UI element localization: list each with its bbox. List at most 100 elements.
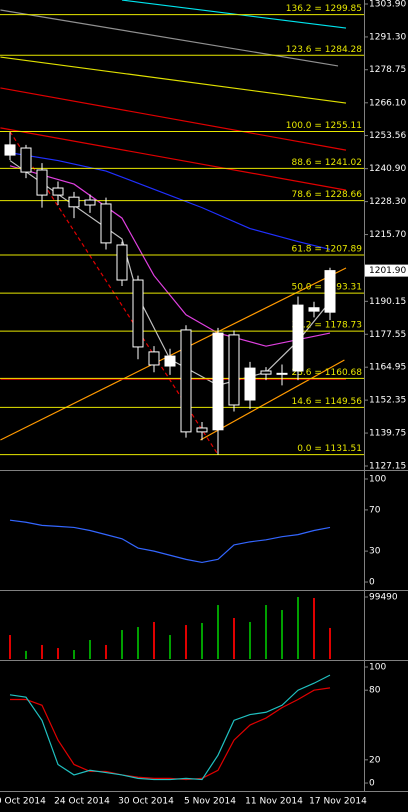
fib-label: 136.2 = 1299.85 bbox=[286, 4, 362, 14]
fib-label: 61.8 = 1207.89 bbox=[291, 244, 362, 254]
volume-bar bbox=[233, 617, 235, 659]
panel bbox=[9, 597, 331, 659]
y-tick-label: 30 bbox=[369, 547, 381, 557]
fib-label: 88.6 = 1241.02 bbox=[291, 158, 362, 168]
y-tick-label: 1139.75 bbox=[369, 429, 406, 439]
y-tick-label: 1190.15 bbox=[369, 297, 406, 307]
overlay-line bbox=[9, 152, 331, 251]
y-tick-label: 0 bbox=[369, 779, 375, 789]
y-tick-label: 1152.35 bbox=[369, 396, 406, 406]
candle-body bbox=[324, 270, 336, 313]
volume-bar bbox=[265, 605, 267, 659]
x-tick-label: 17 Nov 2014 bbox=[309, 797, 367, 807]
overlay-line bbox=[0, 56, 347, 104]
volume-bar bbox=[137, 627, 139, 659]
candle-body bbox=[84, 199, 96, 206]
candle-body bbox=[292, 304, 304, 372]
fib-label: 100.0 = 1255.11 bbox=[286, 121, 362, 131]
candle-body bbox=[20, 147, 32, 173]
y-tick-label: 1291.30 bbox=[369, 32, 406, 42]
candle-body bbox=[196, 427, 208, 433]
volume-bar bbox=[297, 597, 299, 659]
overlay-line bbox=[0, 127, 347, 191]
last-price-label: 1201.90 bbox=[369, 266, 406, 276]
volume-bar bbox=[329, 627, 331, 659]
volume-bar bbox=[9, 635, 11, 659]
candle-body bbox=[308, 307, 320, 312]
candle-body bbox=[164, 355, 176, 367]
y-tick-label: 0 bbox=[369, 578, 375, 588]
volume-bar bbox=[41, 644, 43, 659]
volume-bar bbox=[217, 605, 219, 659]
x-tick-label: 11 Nov 2014 bbox=[245, 797, 303, 807]
candle-body bbox=[212, 332, 224, 431]
indicator-line bbox=[9, 674, 331, 781]
candle-body bbox=[276, 372, 288, 375]
indicator-line bbox=[10, 687, 331, 781]
y-tick-label: 80 bbox=[369, 686, 381, 696]
overlay-line bbox=[0, 267, 347, 441]
volume-bar bbox=[89, 639, 91, 659]
y-tick-label: 1303.90 bbox=[369, 0, 406, 9]
overlay-line bbox=[0, 87, 347, 151]
fib-label: 0.0 = 1131.51 bbox=[297, 444, 362, 454]
y-tick-label: 1164.95 bbox=[369, 363, 406, 373]
candle-body bbox=[116, 244, 128, 281]
overlay-line bbox=[9, 165, 331, 347]
volume-bar bbox=[185, 625, 187, 659]
y-tick-label: 1253.56 bbox=[369, 131, 406, 141]
overlay-line bbox=[200, 359, 345, 441]
candle-body bbox=[132, 279, 144, 348]
candle-body bbox=[68, 196, 80, 208]
volume-bar bbox=[153, 621, 155, 659]
y-tick-label: 70 bbox=[369, 505, 381, 515]
volume-bar bbox=[201, 622, 203, 659]
y-tick-label: 1127.15 bbox=[369, 462, 406, 472]
volume-bar bbox=[57, 648, 59, 659]
last-price-box bbox=[365, 264, 408, 277]
y-tick-label: 1278.75 bbox=[369, 65, 406, 75]
volume-bar bbox=[313, 597, 315, 659]
candle-body bbox=[228, 334, 240, 406]
fib-label: 38.2 = 1178.73 bbox=[291, 321, 362, 331]
x-tick-label: 20 Oct 2014 bbox=[0, 797, 46, 807]
fib-label: 14.6 = 1149.56 bbox=[291, 397, 362, 407]
x-tick-label: 24 Oct 2014 bbox=[54, 797, 110, 807]
volume-bar bbox=[281, 610, 283, 659]
y-tick-label: 1215.70 bbox=[369, 230, 406, 240]
overlay-line bbox=[121, 0, 347, 29]
panel bbox=[9, 674, 331, 781]
x-tick-label: 5 Nov 2014 bbox=[184, 797, 236, 807]
volume-bar bbox=[169, 635, 171, 659]
axis: 100 80 20 0 bbox=[364, 662, 386, 789]
candle-body bbox=[260, 370, 272, 375]
volume-bar bbox=[25, 650, 27, 659]
fib-label: 123.6 = 1284.28 bbox=[286, 45, 363, 55]
candle-body bbox=[4, 144, 16, 156]
candle-body bbox=[244, 367, 256, 401]
x-tick-label: 30 Oct 2014 bbox=[118, 797, 174, 807]
y-tick-label: 1240.90 bbox=[369, 164, 406, 174]
volume-bar bbox=[73, 650, 75, 659]
panel bbox=[9, 519, 331, 564]
y-tick-label: 99490 bbox=[369, 593, 398, 603]
candle-body bbox=[148, 351, 160, 366]
frame bbox=[0, 0, 408, 792]
panel: 136.2 = 1299.85 123.6 = 1284.28 100.0 = 12… bbox=[0, 0, 364, 456]
fib-label: 78.6 = 1228.66 bbox=[291, 190, 362, 200]
y-tick-label: 1266.10 bbox=[369, 98, 406, 108]
axis: 1303.90 1291.30 1278.75 1266.10 1253.56 1240.… bbox=[364, 0, 408, 472]
y-tick-label: 1228.30 bbox=[369, 197, 406, 207]
y-tick-label: 20 bbox=[369, 755, 381, 765]
candle-body bbox=[100, 203, 112, 244]
candle-body bbox=[180, 329, 192, 433]
candle-body bbox=[52, 187, 64, 196]
y-tick-label: 100 bbox=[369, 475, 386, 485]
candle-body bbox=[36, 169, 48, 196]
y-tick-label: 100 bbox=[369, 662, 386, 672]
volume-bar bbox=[121, 630, 123, 659]
axis: 100 70 30 0 bbox=[364, 475, 386, 588]
fib-label: 23.6 = 1160.68 bbox=[291, 368, 362, 378]
